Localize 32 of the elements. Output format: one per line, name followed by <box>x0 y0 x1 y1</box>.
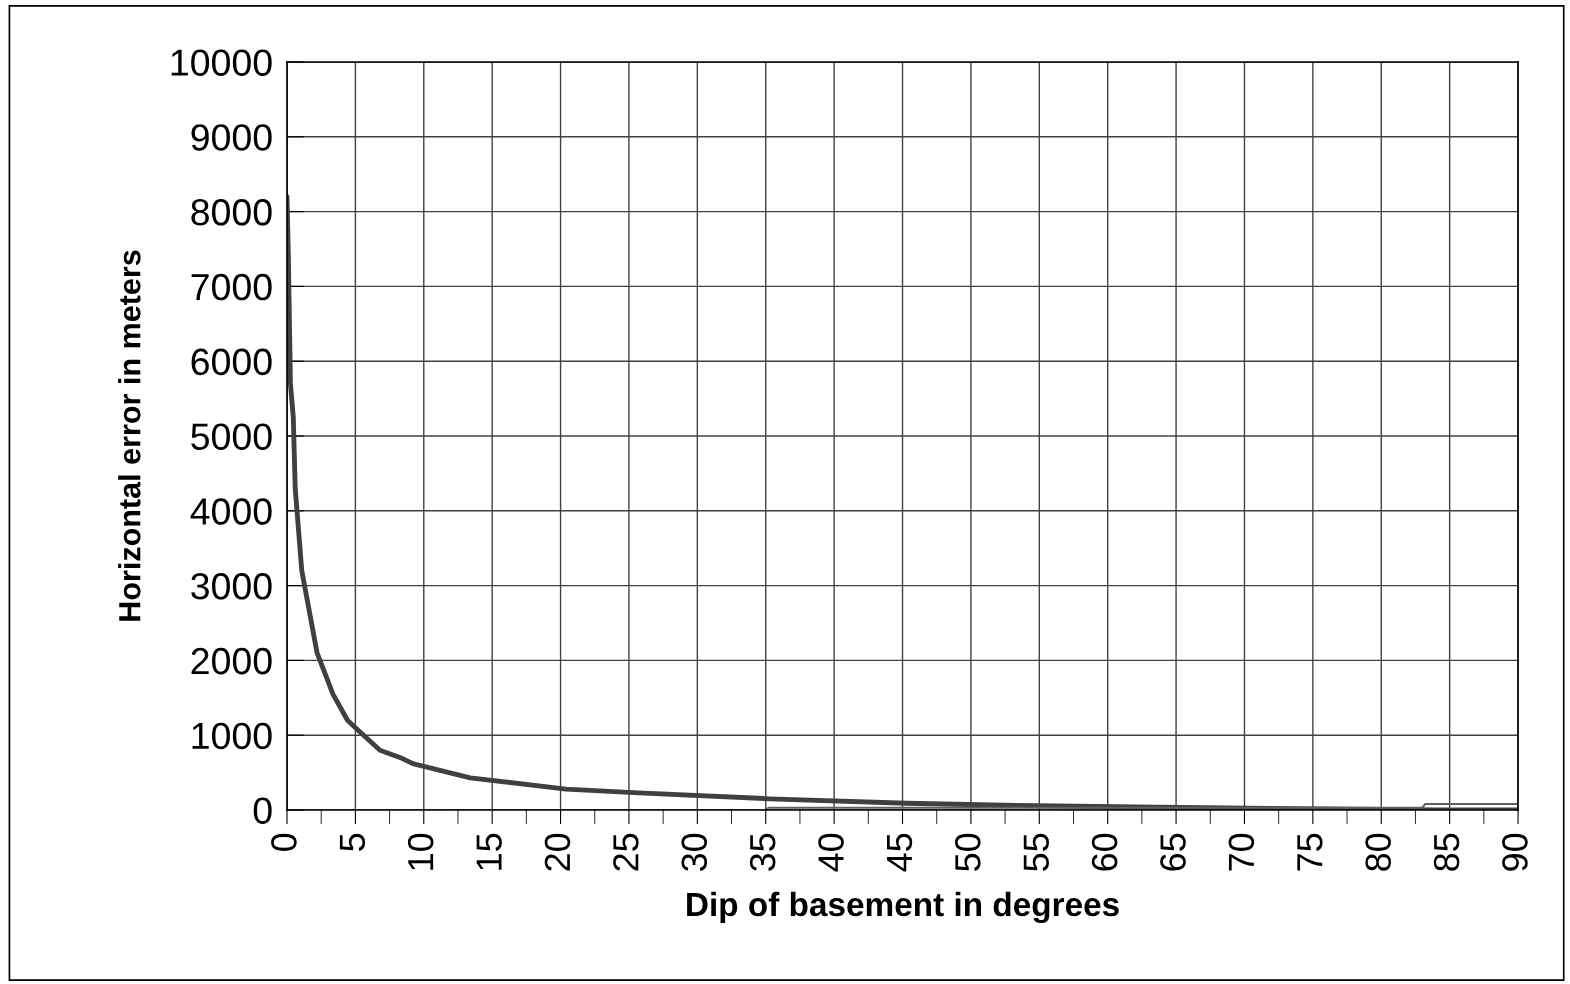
y-tick-label: 0 <box>253 797 272 824</box>
x-tick-label: 80 <box>1365 833 1391 871</box>
x-tick-label: 50 <box>955 833 981 871</box>
x-tick-label: 15 <box>476 833 502 870</box>
y-tick-label: 10000 <box>171 49 272 76</box>
x-tick-label: 55 <box>1023 833 1049 871</box>
x-tick-label: 75 <box>1297 833 1323 871</box>
x-tick-label: 20 <box>544 833 571 871</box>
y-tick-label: 3000 <box>191 573 272 600</box>
y-tick-label: 7000 <box>191 273 272 301</box>
x-tick-label: 85 <box>1433 833 1460 871</box>
y-tick-label: 1000 <box>192 722 272 750</box>
y-axis-title: Horizontal error in meters <box>118 250 141 621</box>
x-tick-label: 60 <box>1091 833 1118 871</box>
x-tick-label: 35 <box>749 833 776 872</box>
y-tick-label: 5000 <box>191 423 272 450</box>
x-tick-label: 30 <box>681 833 708 872</box>
x-tick-label: 45 <box>887 833 913 872</box>
y-tick-label: 8000 <box>191 199 272 226</box>
y-tick-label: 6000 <box>191 348 272 376</box>
x-tick-label: 0 <box>271 833 297 851</box>
x-tick-label: 70 <box>1228 833 1255 871</box>
x-tick-label: 90 <box>1502 833 1528 871</box>
x-tick-label: 65 <box>1160 833 1186 871</box>
x-tick-label: 40 <box>818 833 844 872</box>
y-tick-label: 4000 <box>190 498 272 525</box>
x-axis-title: Dip of basement in degrees <box>687 891 1119 924</box>
x-tick-label: 10 <box>407 833 434 870</box>
x-tick-label: 5 <box>339 833 366 851</box>
x-tick-label: 25 <box>613 833 639 871</box>
y-tick-label: 9000 <box>191 124 272 151</box>
y-tick-label: 2000 <box>191 647 272 675</box>
